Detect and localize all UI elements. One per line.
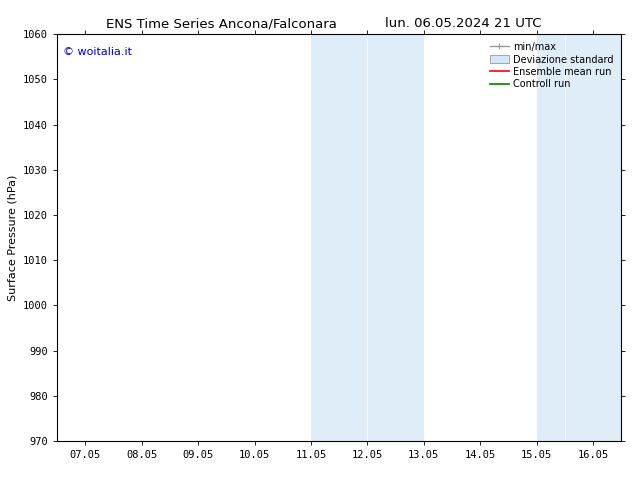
Y-axis label: Surface Pressure (hPa): Surface Pressure (hPa) — [8, 174, 18, 301]
Text: ENS Time Series Ancona/Falconara: ENS Time Series Ancona/Falconara — [107, 17, 337, 30]
Bar — [311, 34, 367, 441]
Text: © woitalia.it: © woitalia.it — [63, 47, 132, 56]
Bar — [565, 34, 621, 441]
Bar — [368, 34, 424, 441]
Bar — [536, 34, 565, 441]
Text: lun. 06.05.2024 21 UTC: lun. 06.05.2024 21 UTC — [385, 17, 541, 30]
Legend: min/max, Deviazione standard, Ensemble mean run, Controll run: min/max, Deviazione standard, Ensemble m… — [487, 39, 616, 92]
